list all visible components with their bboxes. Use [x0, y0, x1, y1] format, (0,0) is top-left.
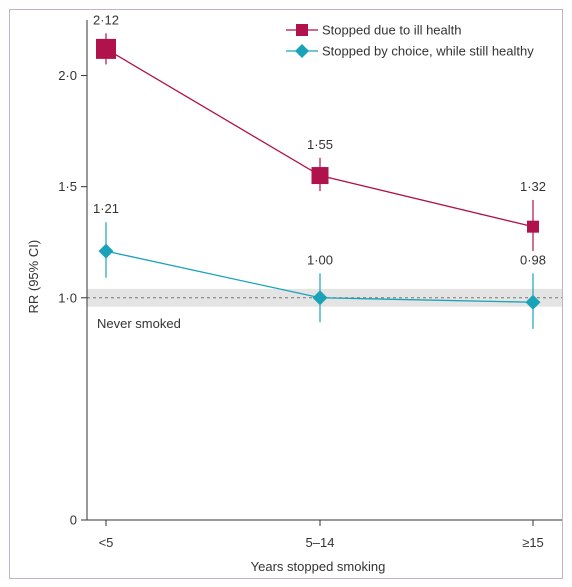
- legend-marker: [296, 24, 308, 36]
- series-2: 1·21 1·00 0·98: [93, 201, 546, 329]
- data-label: 0·98: [520, 252, 546, 267]
- legend-item-1: Stopped due to ill health: [286, 23, 462, 38]
- x-tick-label: <5: [99, 535, 114, 550]
- x-tick-label: 5–14: [306, 535, 335, 550]
- y-tick-label: 0: [70, 513, 77, 528]
- data-label: 1·32: [520, 179, 546, 194]
- data-point: [525, 294, 541, 310]
- series-1: 2·12 1·55 1·32: [93, 12, 546, 252]
- data-point: [312, 290, 328, 306]
- data-point: [96, 38, 116, 59]
- y-axis-label: RR (95% CI): [26, 240, 41, 314]
- reference-label: Never smoked: [97, 316, 181, 331]
- chart-frame: [9, 9, 563, 579]
- data-label: 1·55: [307, 137, 333, 152]
- y-tick-label: 1·0: [58, 290, 77, 305]
- legend-item-2: Stopped by choice, while still healthy: [286, 44, 534, 59]
- x-tick-label: ≥15: [522, 535, 544, 550]
- y-tick-label: 1·5: [58, 179, 77, 194]
- legend-label: Stopped due to ill health: [322, 23, 462, 38]
- data-point: [98, 243, 114, 259]
- data-label: 2·12: [93, 12, 119, 27]
- data-point: [311, 167, 329, 185]
- legend-marker: [295, 44, 309, 58]
- legend-label: Stopped by choice, while still healthy: [322, 44, 534, 59]
- data-point: [527, 220, 539, 233]
- y-tick-label: 2·0: [58, 68, 77, 83]
- data-label: 1·21: [93, 201, 119, 216]
- data-label: 1·00: [307, 252, 333, 267]
- x-axis-label: Years stopped smoking: [251, 559, 386, 574]
